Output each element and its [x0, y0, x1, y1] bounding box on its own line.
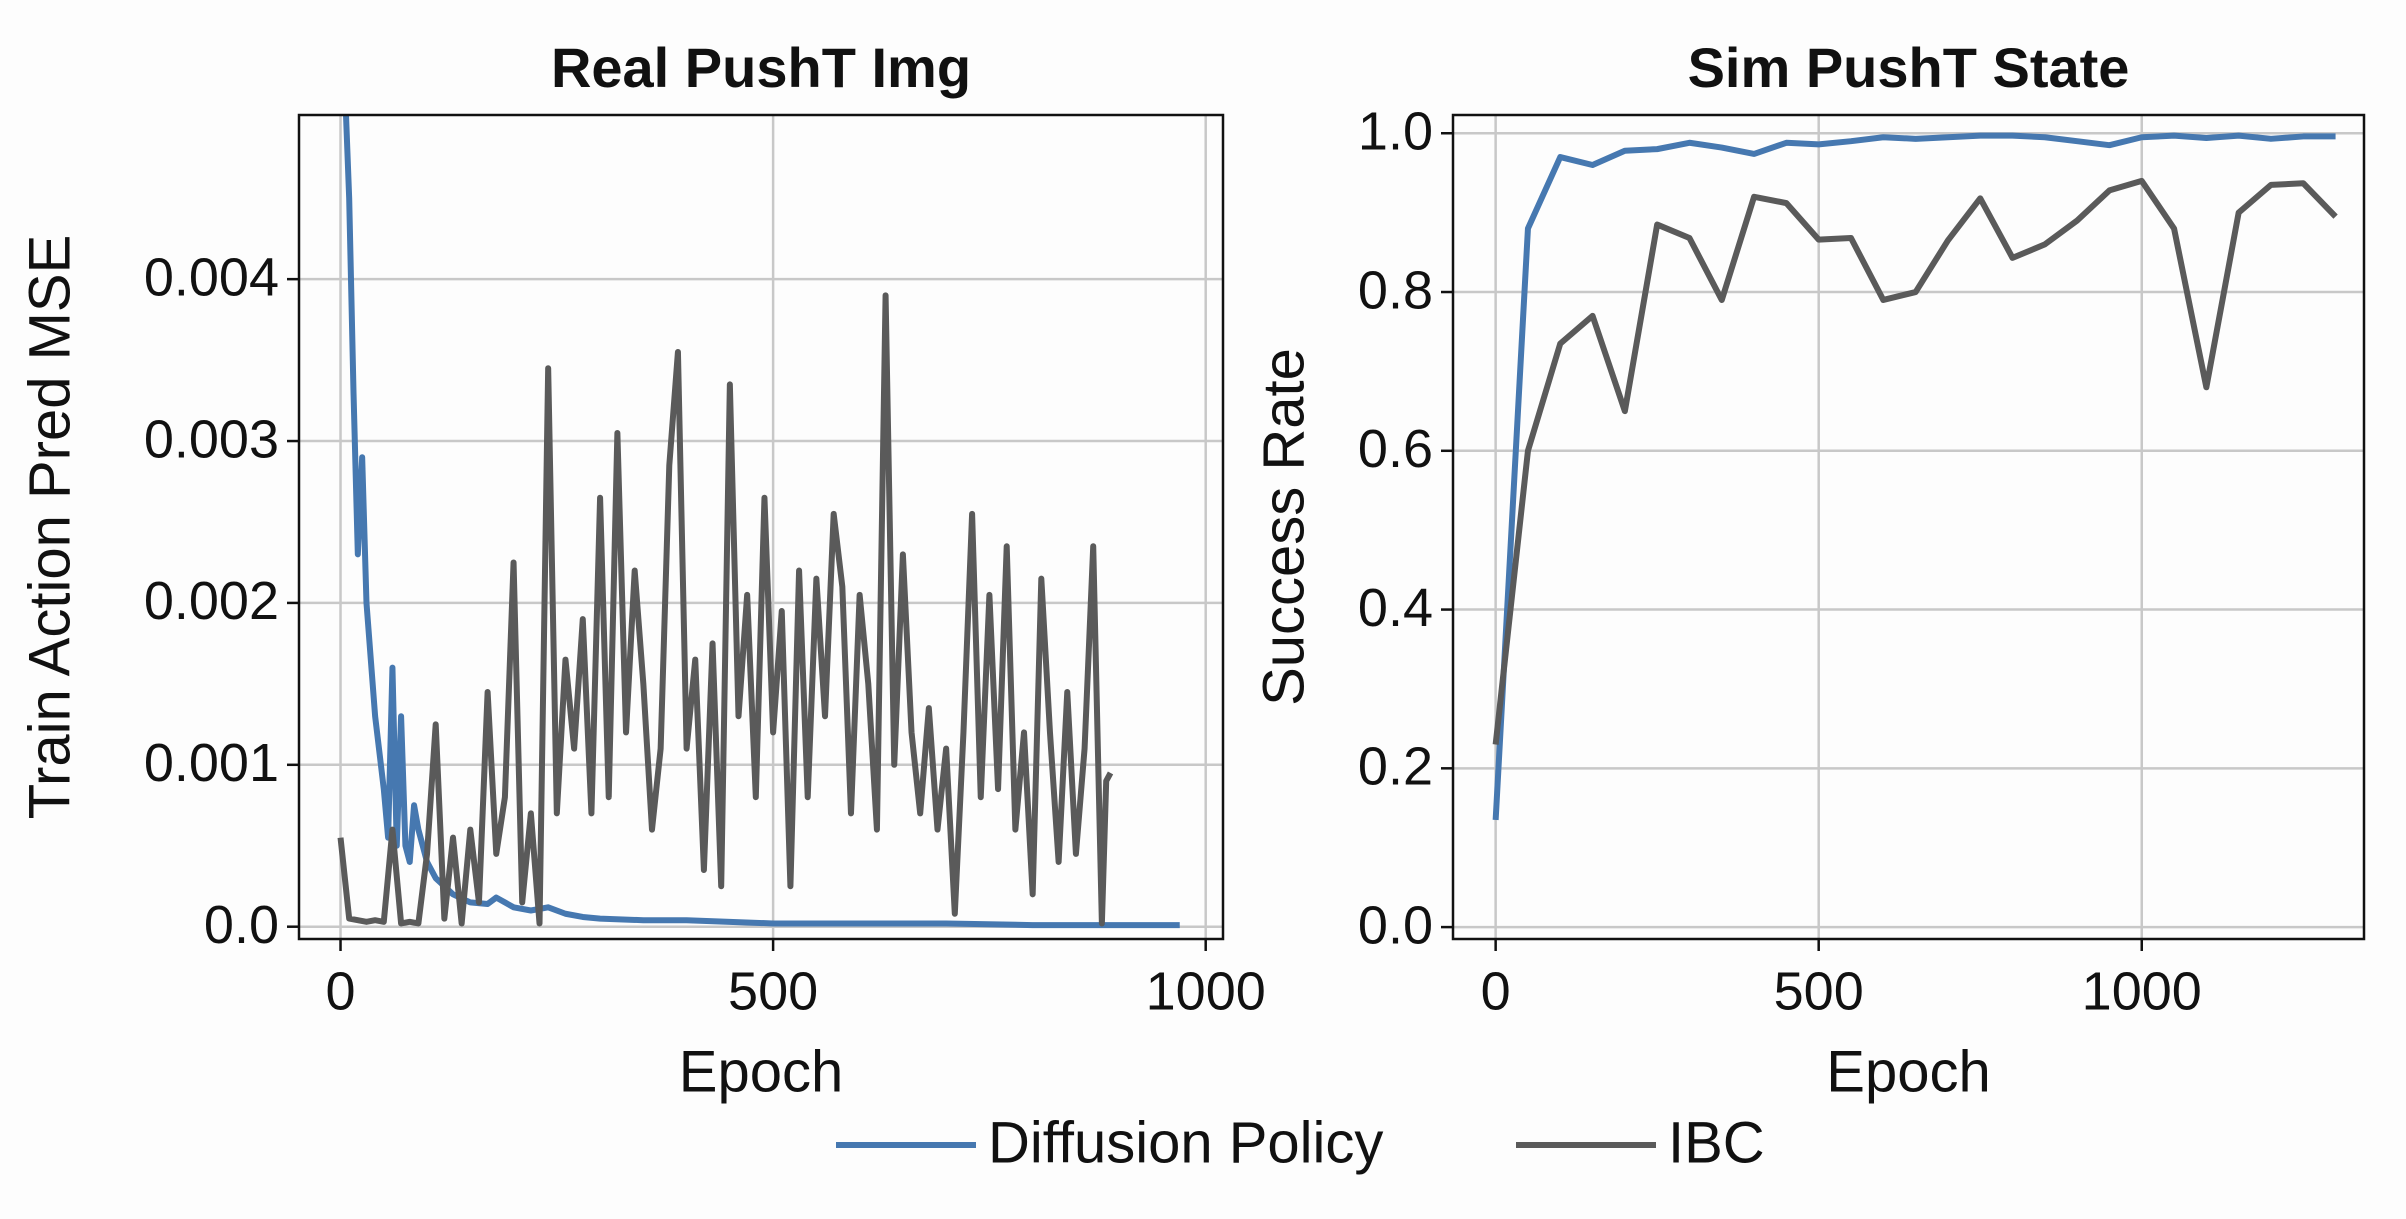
x-axis-label: Epoch	[1826, 1039, 1990, 1104]
legend-label: IBC	[1668, 1110, 1765, 1175]
y-axis-label: Train Action Pred MSE	[17, 235, 82, 820]
x-axis-label: Epoch	[679, 1039, 843, 1104]
y-tick-label: 0.8	[1358, 260, 1433, 320]
y-tick-label: 1.0	[1358, 102, 1433, 162]
x-tick-label: 500	[1774, 961, 1864, 1021]
chart-title: Real PushT Img	[551, 36, 971, 99]
data-line	[1492, 177, 2338, 745]
y-tick-label: 0.0	[204, 895, 279, 955]
x-tick-label: 0	[1481, 961, 1511, 1021]
chart-panel: 0 500 1000 0.0 0.2 0.4 0.6 0.8 1.0 Sim PushT Stat…	[1251, 36, 2366, 1104]
y-tick-label: 0.6	[1358, 419, 1433, 479]
x-tick-label: 1000	[2082, 961, 2202, 1021]
chart-title: Sim PushT State	[1688, 36, 2130, 99]
y-tick-label: 0.002	[144, 571, 279, 631]
y-tick-label: 0.003	[144, 409, 279, 469]
y-tick-label: 0.4	[1358, 578, 1433, 638]
chart-panel: 0 500 1000 0.0 0.001 0.002 0.003 0.004 Real Push…	[17, 36, 1265, 1105]
legend: Diffusion Policy IBC	[836, 1110, 1765, 1175]
y-tick-label: 0.0	[1358, 895, 1433, 955]
data-line	[342, 115, 1180, 929]
y-tick-label: 0.004	[144, 247, 279, 307]
x-tick-label: 0	[326, 961, 356, 1021]
x-tick-label: 1000	[1146, 961, 1266, 1021]
data-line	[1492, 132, 2336, 821]
x-tick-label: 500	[728, 961, 818, 1021]
y-tick-label: 0.001	[144, 733, 279, 793]
data-line	[337, 292, 1114, 927]
y-axis-label: Success Rate	[1251, 348, 1316, 706]
legend-label: Diffusion Policy	[988, 1110, 1383, 1175]
plot-frame	[297, 113, 1225, 941]
plot-background	[1453, 115, 2364, 939]
y-tick-label: 0.2	[1358, 737, 1433, 797]
plot-frame	[1451, 113, 2366, 941]
